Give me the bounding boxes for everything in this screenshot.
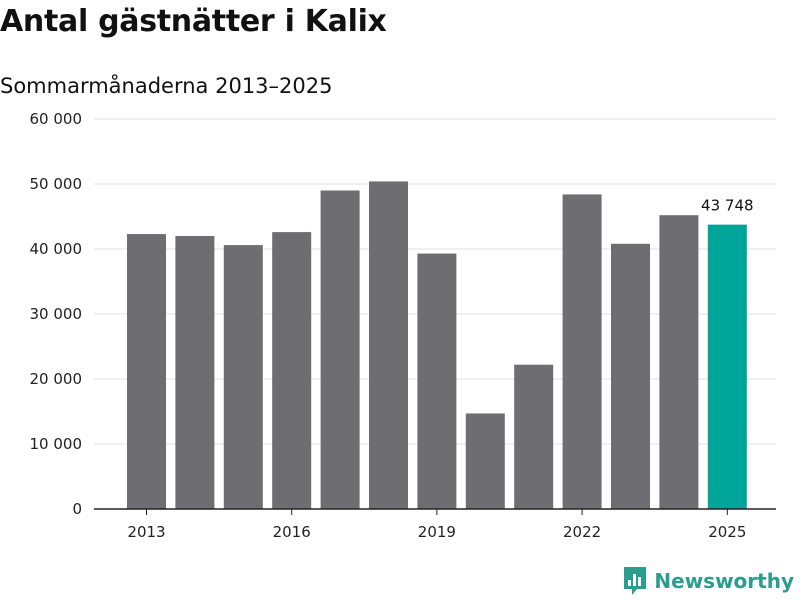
x-axis — [94, 508, 776, 515]
labels: 0 10 000 20 000 30 000 40 000 50 000 60 000 201… — [30, 110, 754, 541]
bar-2014 — [175, 236, 215, 509]
bar-2021 — [514, 364, 554, 509]
bar-2020 — [465, 413, 505, 509]
bar-2023 — [611, 243, 650, 510]
bar-2016 — [272, 232, 312, 509]
x-tick-label: 2025 — [708, 523, 746, 541]
newsworthy-brand[interactable]: Newsworthy — [622, 566, 794, 596]
bar-2017 — [320, 190, 360, 509]
x-tick-label: 2022 — [563, 523, 601, 541]
bar-2015 — [223, 245, 263, 509]
value-label: 43 748 — [701, 197, 754, 215]
x-tick-label: 2013 — [127, 523, 165, 541]
y-tick-label: 60 000 — [30, 110, 83, 128]
y-tick-label: 40 000 — [30, 240, 83, 258]
y-tick-label: 20 000 — [30, 370, 83, 388]
y-tick-label: 30 000 — [30, 305, 83, 323]
x-tick-label: 2016 — [273, 523, 311, 541]
bar-2019 — [417, 253, 457, 509]
x-tick-label: 2019 — [418, 523, 456, 541]
bar-2013 — [127, 234, 166, 510]
y-tick-label: 10 000 — [30, 435, 83, 453]
bar-2018 — [369, 181, 408, 509]
chart-title: Antal gästnätter i Kalix — [0, 4, 387, 39]
brand-name: Newsworthy — [654, 569, 794, 593]
y-tick-label: 50 000 — [30, 175, 83, 193]
chart-subtitle: Sommarmånaderna 2013–2025 — [0, 74, 333, 98]
newsworthy-logo-icon — [624, 567, 647, 595]
y-tick-label: 0 — [72, 500, 82, 518]
bar-2024 — [659, 215, 699, 509]
bar-2025 — [707, 224, 747, 509]
bar-2022 — [562, 194, 602, 509]
bars — [127, 181, 747, 510]
